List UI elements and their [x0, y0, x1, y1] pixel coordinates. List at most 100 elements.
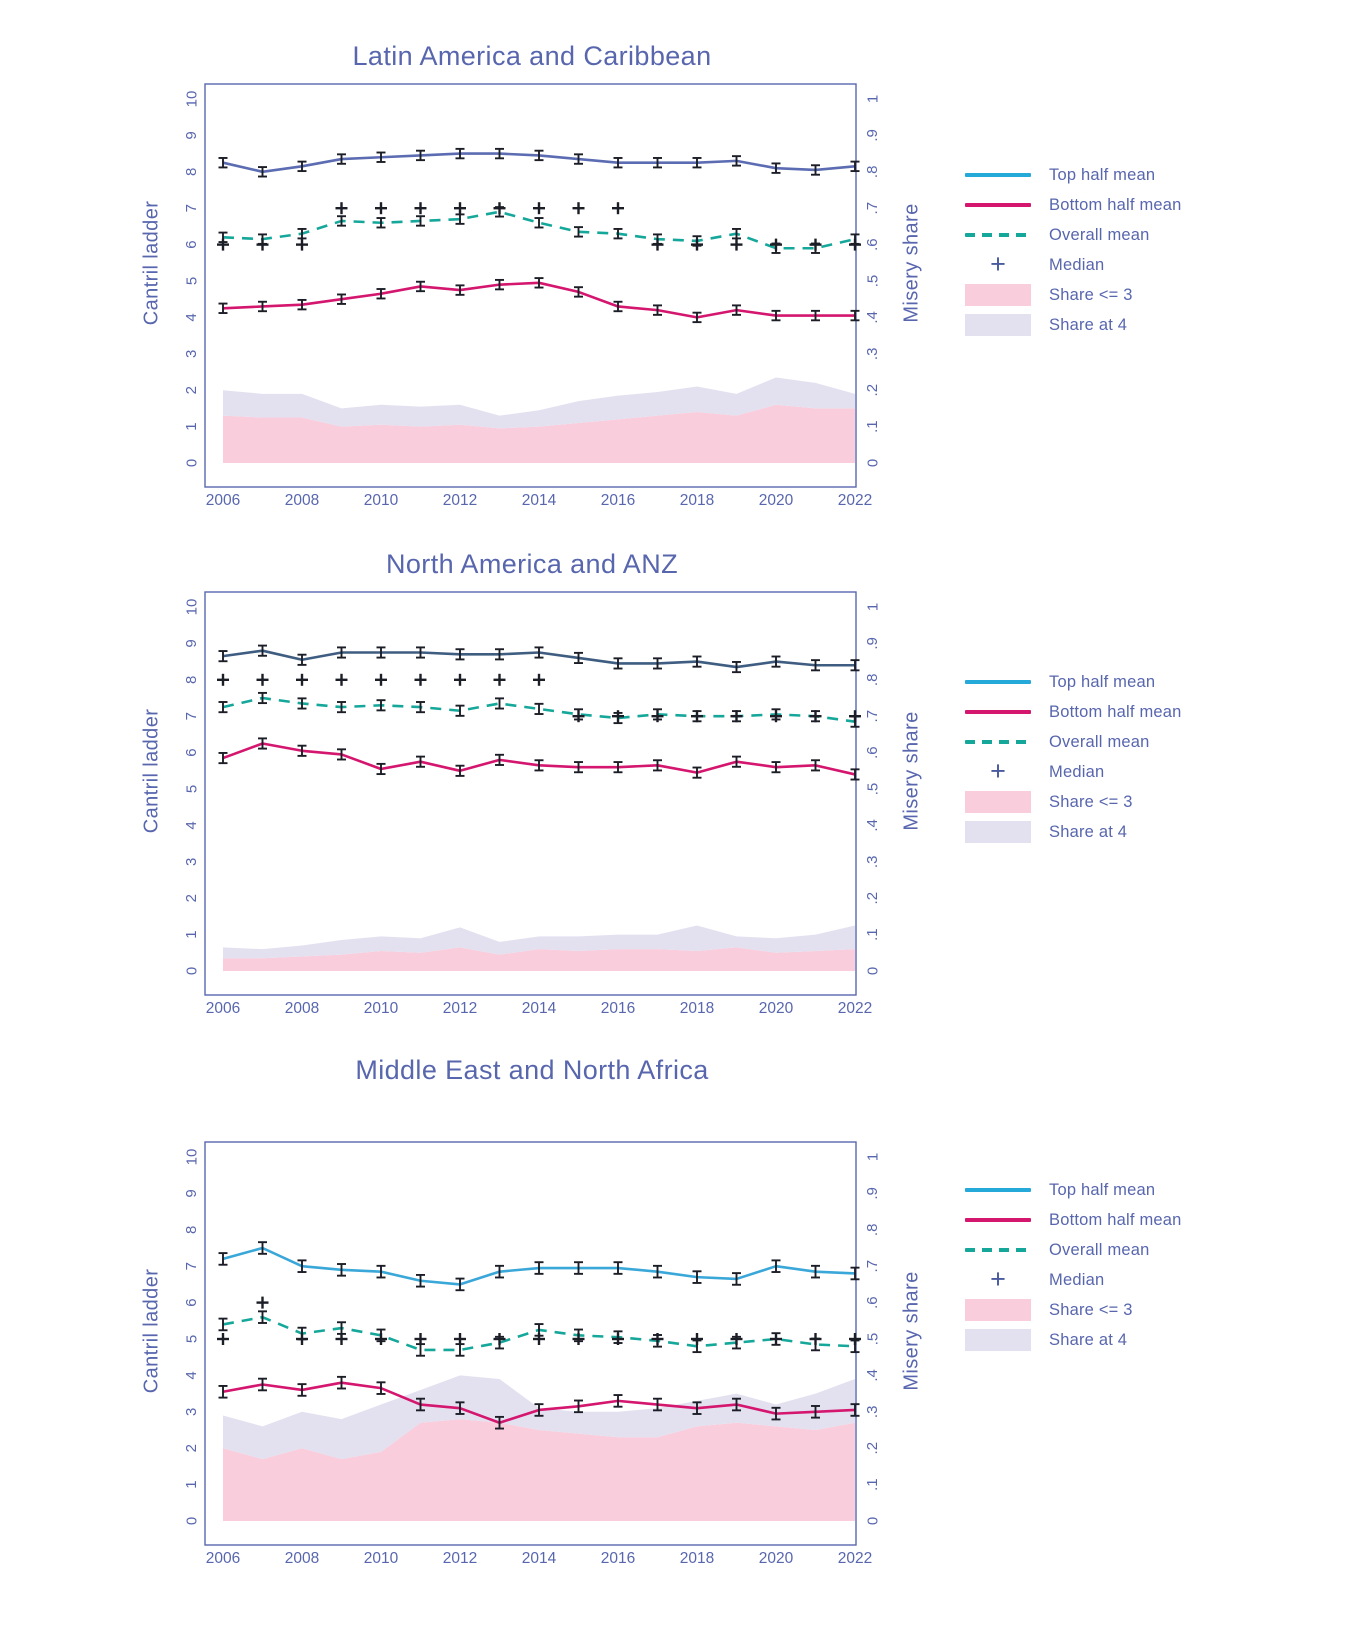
top-half-mean-line-swatch	[965, 680, 1031, 684]
svg-text:2010: 2010	[364, 1000, 399, 1017]
svg-text:2010: 2010	[364, 1550, 399, 1567]
median-markers	[217, 1296, 861, 1345]
svg-text:.8: .8	[864, 166, 881, 179]
chart-title-north-america: North America and ANZ	[385, 549, 679, 579]
svg-text:9: 9	[183, 131, 200, 139]
share-at4-area	[223, 925, 855, 959]
svg-text:4: 4	[183, 313, 200, 321]
svg-text:2018: 2018	[680, 492, 714, 509]
svg-text:1: 1	[864, 603, 881, 611]
svg-text:6: 6	[183, 1298, 200, 1306]
svg-text:1: 1	[183, 930, 200, 938]
share-le3-box-swatch	[965, 791, 1031, 813]
median-markers	[217, 202, 861, 251]
axis-tick-labels: 0 1 2 3 4 5 6 7 8 9 10 0 .1 .2 .3 .4 .5 .6 .7 .8 .9 1 2006 2008…	[183, 1149, 881, 1567]
svg-text:2018: 2018	[680, 1550, 714, 1567]
overall-mean-dash-swatch	[965, 740, 1031, 744]
legend-label-median: Median	[1049, 255, 1105, 274]
legend-label-share-le3: Share <= 3	[1049, 285, 1133, 304]
median-markers	[217, 673, 861, 723]
axis-tick-labels: 0 1 2 3 4 5 6 7 8 9 10 0 .1 .2 .3 .4 .5 .6 .7 .8 .9 1 2006 2008…	[183, 599, 881, 1017]
svg-text:0: 0	[183, 459, 200, 467]
y-axis-label-right-1: Misery share	[900, 203, 923, 323]
svg-text:.1: .1	[864, 420, 881, 433]
svg-text:10: 10	[183, 91, 200, 108]
svg-text:10: 10	[183, 1149, 200, 1166]
share-le3-area	[223, 1419, 855, 1521]
legend-label-share-at4: Share at 4	[1049, 315, 1128, 334]
svg-text:2008: 2008	[285, 1000, 319, 1017]
share-le3-area	[223, 404, 855, 463]
svg-text:.4: .4	[864, 311, 881, 324]
svg-text:2: 2	[183, 386, 200, 394]
svg-text:.8: .8	[864, 674, 881, 687]
legend-item-overall-mean: Overall mean	[965, 727, 1305, 757]
share-at4-box-swatch	[965, 314, 1031, 336]
legend-label-bottom-half-mean: Bottom half mean	[1049, 702, 1182, 721]
svg-text:2020: 2020	[759, 1000, 794, 1017]
overall-mean-dash-swatch	[965, 233, 1031, 237]
legend-label-share-at4: Share at 4	[1049, 1330, 1128, 1349]
overall-mean-line	[222, 210, 856, 250]
misery-share-areas	[223, 925, 855, 971]
bottom-half-mean-line-swatch	[965, 1218, 1031, 1222]
svg-text:5: 5	[183, 1335, 200, 1343]
svg-text:3: 3	[183, 350, 200, 358]
svg-text:8: 8	[183, 676, 200, 684]
svg-text:.7: .7	[864, 710, 881, 723]
svg-text:2012: 2012	[443, 1000, 477, 1017]
svg-text:2014: 2014	[522, 1550, 557, 1567]
legend-item-share-le3: Share <= 3	[965, 280, 1305, 310]
y-axis-label-left-1: Cantril ladder	[140, 200, 163, 326]
overall-mean-dash-swatch	[965, 1248, 1031, 1252]
svg-text:2008: 2008	[285, 1550, 319, 1567]
median-plus-icon: +	[990, 756, 1006, 786]
top-half-mean-line-swatch	[965, 1188, 1031, 1192]
svg-text:10: 10	[183, 599, 200, 616]
legend-item-share-at4: Share at 4	[965, 1325, 1305, 1355]
svg-text:4: 4	[183, 1371, 200, 1379]
svg-text:2006: 2006	[206, 1550, 240, 1567]
legend-label-share-le3: Share <= 3	[1049, 792, 1133, 811]
svg-text:6: 6	[183, 240, 200, 248]
svg-text:2022: 2022	[838, 1550, 872, 1567]
legend-panel-1: Top half mean Bottom half mean Overall m…	[965, 160, 1305, 340]
svg-text:.4: .4	[864, 819, 881, 832]
svg-text:2012: 2012	[443, 492, 477, 509]
svg-text:2010: 2010	[364, 492, 399, 509]
svg-text:2018: 2018	[680, 1000, 714, 1017]
error-bars	[218, 644, 860, 781]
svg-text:.9: .9	[864, 637, 881, 650]
svg-text:2012: 2012	[443, 1550, 477, 1567]
share-at4-box-swatch	[965, 821, 1031, 843]
svg-text:2020: 2020	[759, 1550, 794, 1567]
svg-text:2006: 2006	[206, 1000, 240, 1017]
svg-text:2016: 2016	[601, 492, 635, 509]
svg-text:2022: 2022	[838, 1000, 872, 1017]
legend-label-overall-mean: Overall mean	[1049, 1240, 1150, 1259]
plot-frame	[204, 591, 857, 996]
svg-text:1: 1	[864, 95, 881, 103]
legend-label-median: Median	[1049, 1270, 1105, 1289]
share-at4-area	[223, 377, 855, 429]
svg-text:.5: .5	[864, 783, 881, 796]
share-le3-box-swatch	[965, 1299, 1031, 1321]
legend-label-median: Median	[1049, 762, 1105, 781]
y-axis-label-right-2: Misery share	[900, 711, 923, 831]
svg-text:4: 4	[183, 821, 200, 829]
svg-text:0: 0	[864, 1517, 881, 1525]
svg-text:0: 0	[864, 459, 881, 467]
bottom-half-mean-line-swatch	[965, 203, 1031, 207]
svg-text:5: 5	[183, 785, 200, 793]
legend-label-overall-mean: Overall mean	[1049, 225, 1150, 244]
chart-0: 0 1 2 3 4 5 6 7 8 9 10 0 .1 .2 .3 .4 .5 .6 .7 .8 .9 1 2006 2008…	[183, 83, 881, 509]
legend-item-share-le3: Share <= 3	[965, 787, 1305, 817]
legend-item-top-half-mean: Top half mean	[965, 1175, 1305, 1205]
svg-text:.2: .2	[864, 1442, 881, 1455]
svg-text:0: 0	[183, 967, 200, 975]
legend-label-top-half-mean: Top half mean	[1049, 1180, 1156, 1199]
chart-1: 0 1 2 3 4 5 6 7 8 9 10 0 .1 .2 .3 .4 .5 .6 .7 .8 .9 1 2006 2008…	[183, 591, 881, 1017]
share-at4-area	[223, 1375, 855, 1460]
svg-text:9: 9	[183, 1189, 200, 1197]
svg-text:.7: .7	[864, 1260, 881, 1273]
